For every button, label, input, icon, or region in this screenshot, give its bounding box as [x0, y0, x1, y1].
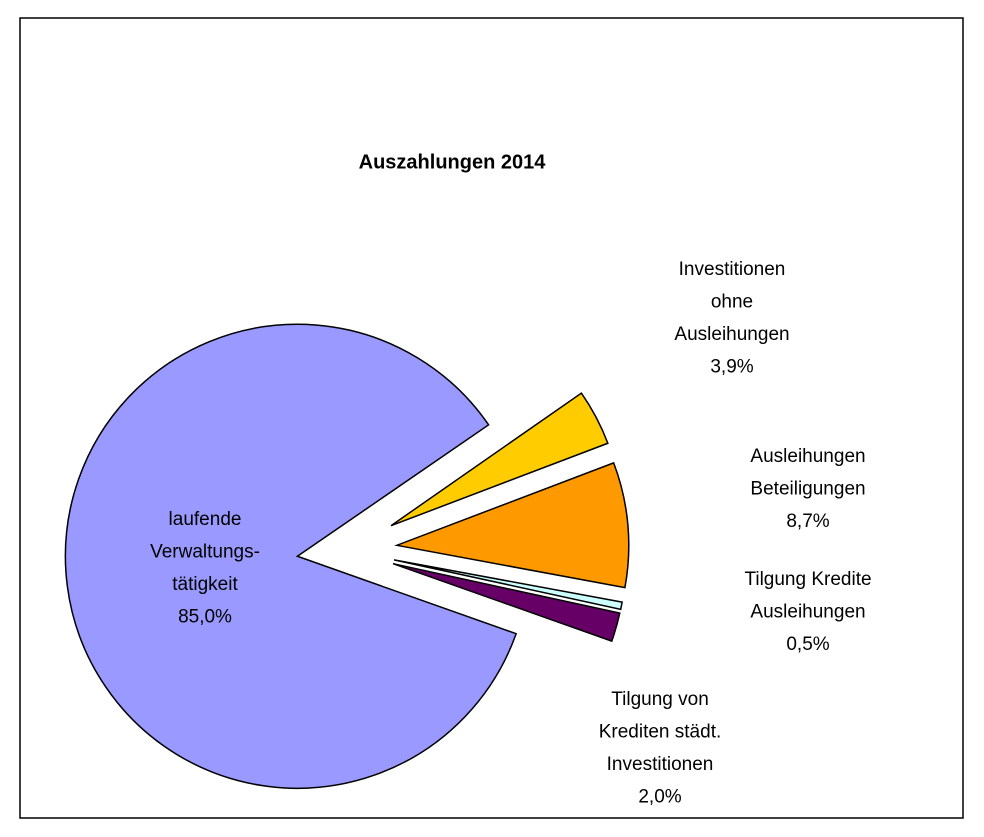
pie-slice	[393, 559, 624, 611]
value-label: 0,5%	[786, 634, 829, 655]
slice-label: Tilgung Kredite	[744, 569, 871, 590]
value-label: 85,0%	[178, 607, 232, 628]
pie-slice	[394, 461, 630, 589]
slice-label: Ausleihungen	[750, 602, 865, 623]
value-label: 2,0%	[638, 787, 681, 808]
slice-label: Verwaltungs-	[150, 542, 260, 563]
slice-label: Investitionen	[607, 754, 714, 775]
slice-label: Investitionen	[679, 259, 786, 280]
chart-title: Auszahlungen 2014	[359, 151, 547, 173]
slice-label: Beteiligungen	[750, 479, 865, 500]
value-label: 3,9%	[710, 357, 753, 378]
pie-slice	[390, 392, 609, 527]
slice-label: Krediten städt.	[599, 722, 722, 743]
slice-label: Ausleihungen	[674, 324, 789, 345]
slice-label: tätigkeit	[172, 574, 238, 595]
slice-label: Ausleihungen	[750, 446, 865, 467]
slice-label: laufende	[169, 509, 242, 530]
pie-slice	[64, 323, 518, 789]
pie-slice	[392, 562, 621, 643]
slice-label: ohne	[711, 292, 753, 313]
slice-label: Tilgung von	[611, 689, 709, 710]
value-label: 8,7%	[786, 511, 829, 532]
